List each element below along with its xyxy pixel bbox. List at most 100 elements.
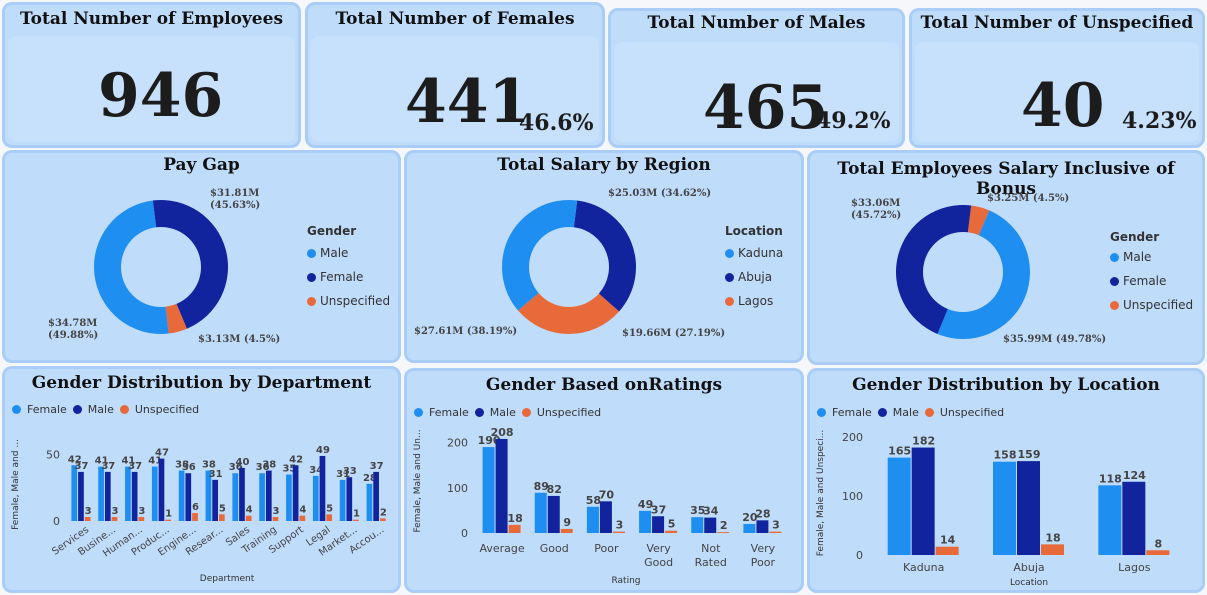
kpi-total-males[interactable]: Total Number of Males 465 49.2% — [608, 8, 905, 148]
bar-female[interactable] — [1098, 485, 1122, 555]
bar-male[interactable] — [104, 471, 111, 521]
bar-male[interactable] — [239, 467, 245, 521]
bar-female[interactable] — [286, 474, 292, 521]
location-bar-chart[interactable]: 0 100 200 Female, Male and Unspeci... Locati… — [807, 368, 1205, 593]
ratings-chart-card[interactable]: Gender Based onRatings Female Male Unspe… — [404, 368, 804, 593]
bar-male[interactable] — [652, 516, 665, 533]
legend-abuja[interactable]: Abuja — [725, 270, 772, 284]
bar-unspecified[interactable] — [84, 517, 91, 521]
bar-male[interactable] — [1017, 461, 1040, 555]
bar-unspecified[interactable] — [560, 528, 573, 533]
bar-unspecified[interactable] — [138, 517, 145, 521]
donut-slice-unspecified[interactable] — [967, 205, 990, 236]
salary-region-donut[interactable] — [404, 150, 804, 363]
bar-female[interactable] — [178, 470, 185, 521]
bar-male[interactable] — [265, 470, 272, 521]
salary-bonus-donut[interactable] — [807, 150, 1205, 365]
legend-female[interactable]: Female — [1110, 274, 1166, 288]
legend-male[interactable]: Male — [1110, 250, 1151, 264]
bar-unspecified[interactable] — [165, 519, 172, 521]
bar-male[interactable] — [346, 477, 353, 521]
bar-female[interactable] — [743, 523, 756, 533]
bar-female[interactable] — [586, 506, 599, 533]
bar-male[interactable] — [547, 495, 560, 533]
bar-female[interactable] — [205, 470, 212, 521]
pay-gap-card[interactable]: Pay Gap $31.81M (45.63%) $34.78M (49.88%) … — [2, 150, 401, 363]
bar-female[interactable] — [71, 465, 78, 521]
bar-unspecified[interactable] — [612, 531, 625, 533]
bar-male[interactable] — [319, 455, 326, 521]
salary-region-card[interactable]: Total Salary by Region $25.03M (34.62%) … — [404, 150, 804, 363]
bar-male[interactable] — [131, 471, 138, 521]
legend-lagos[interactable]: Lagos — [725, 294, 773, 308]
bar-female[interactable] — [366, 483, 373, 521]
salary-bonus-card[interactable]: Total Employees Salary Inclusive of Bonu… — [807, 150, 1205, 365]
legend-female[interactable]: Female — [832, 406, 872, 419]
bar-unspecified[interactable] — [665, 530, 678, 533]
bar-male[interactable] — [78, 471, 84, 521]
bar-female[interactable] — [887, 457, 911, 555]
bar-female[interactable] — [312, 475, 319, 521]
bar-unspecified[interactable] — [508, 524, 521, 533]
donut-slice-male[interactable] — [93, 200, 169, 335]
bar-female[interactable] — [125, 466, 131, 521]
kpi-total-unspecified[interactable]: Total Number of Unspecified 40 4.23% — [909, 8, 1205, 148]
bar-female[interactable] — [534, 492, 547, 533]
bar-unspecified[interactable] — [218, 514, 225, 521]
bar-unspecified[interactable] — [245, 515, 252, 521]
donut-slice-unspecified[interactable] — [165, 303, 187, 334]
bar-unspecified[interactable] — [717, 532, 730, 533]
donut-slice-female[interactable] — [152, 200, 229, 329]
donut-slice-abuja[interactable] — [573, 200, 636, 312]
legend-unspecified[interactable]: Unspecified — [939, 406, 1005, 419]
bar-female[interactable] — [339, 479, 346, 521]
legend-male[interactable]: Male — [87, 403, 114, 416]
bar-female[interactable] — [98, 466, 104, 521]
bar-female[interactable] — [232, 473, 239, 521]
bar-unspecified[interactable] — [353, 519, 359, 521]
bar-unspecified[interactable] — [769, 531, 782, 533]
bar-female[interactable] — [151, 466, 158, 521]
legend-female[interactable]: Female — [429, 406, 469, 419]
bar-female[interactable] — [259, 473, 265, 521]
bar-male[interactable] — [292, 465, 299, 521]
legend-unspecified[interactable]: Unspecified — [134, 403, 200, 416]
bar-unspecified[interactable] — [299, 515, 306, 521]
bar-male[interactable] — [212, 479, 218, 521]
pay-gap-donut[interactable] — [2, 150, 401, 363]
bar-female[interactable] — [639, 510, 652, 533]
bar-male[interactable] — [495, 438, 508, 533]
bar-male[interactable] — [1122, 481, 1146, 555]
legend-female[interactable]: Female — [27, 403, 67, 416]
bar-unspecified[interactable] — [111, 517, 118, 521]
location-chart-card[interactable]: Gender Distribution by Location Female M… — [807, 368, 1205, 593]
bar-unspecified[interactable] — [379, 518, 386, 521]
bar-male[interactable] — [185, 473, 192, 521]
bar-unspecified[interactable] — [935, 546, 959, 555]
donut-slice-male[interactable] — [937, 210, 1031, 340]
legend-male[interactable]: Male — [489, 406, 516, 419]
bar-unspecified[interactable] — [192, 513, 198, 521]
bar-male[interactable] — [599, 501, 612, 533]
dept-chart-card[interactable]: Gender Distribution by Department Female… — [2, 366, 401, 593]
bar-unspecified[interactable] — [1041, 544, 1064, 555]
donut-slice-lagos[interactable] — [518, 292, 620, 335]
bar-male[interactable] — [158, 458, 165, 521]
kpi-total-females[interactable]: Total Number of Females 441 46.6% — [305, 2, 605, 148]
bar-unspecified[interactable] — [326, 514, 333, 521]
donut-slice-kaduna[interactable] — [502, 200, 578, 311]
kpi-total-employees[interactable]: Total Number of Employees 946 — [2, 2, 301, 148]
legend-unspecified[interactable]: Unspecified — [307, 294, 390, 308]
bar-unspecified[interactable] — [1146, 550, 1170, 555]
bar-female[interactable] — [691, 517, 704, 533]
legend-female[interactable]: Female — [307, 270, 363, 284]
bar-male[interactable] — [373, 471, 379, 521]
bar-male[interactable] — [756, 520, 769, 533]
legend-unspecified[interactable]: Unspecified — [536, 406, 602, 419]
legend-kaduna[interactable]: Kaduna — [725, 246, 783, 260]
legend-male[interactable]: Male — [307, 246, 348, 260]
legend-unspecified[interactable]: Unspecified — [1110, 298, 1193, 312]
bar-female[interactable] — [482, 447, 495, 533]
